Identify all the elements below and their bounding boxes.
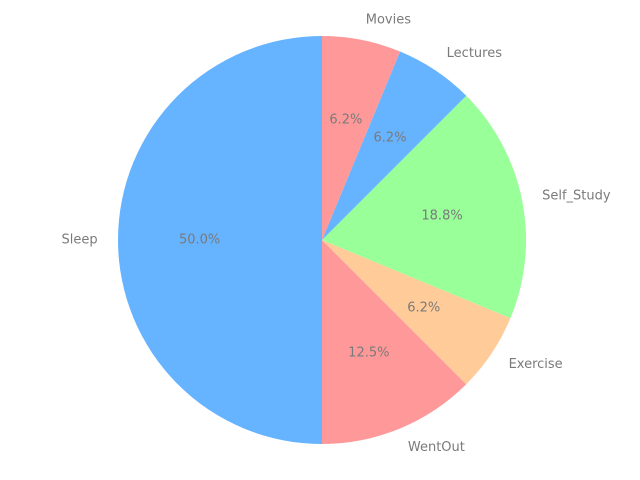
slice-label-self-study: Self_Study: [542, 189, 611, 204]
slice-label-wentout: WentOut: [408, 440, 465, 455]
pie-slice-lectures: [322, 51, 467, 240]
percent-label-sleep: 50.0%: [179, 233, 220, 248]
pie-slice-exercise: [322, 240, 511, 385]
percent-label-movies: 6.2%: [329, 112, 362, 127]
pie-slices: [118, 36, 526, 445]
pie-slice-sleep: [118, 36, 322, 444]
pie-slice-wentout: [322, 240, 467, 445]
pie-slice-self-study: [322, 95, 526, 319]
percent-label-wentout: 12.5%: [348, 346, 389, 361]
slice-label-lectures: Lectures: [447, 46, 503, 61]
pie-labels: Sleep 50.0% WentOut 12.5% Exercise 6.2% Self_S…: [61, 12, 610, 454]
slice-label-sleep: Sleep: [61, 233, 97, 248]
percent-label-exercise: 6.2%: [407, 301, 440, 316]
slice-label-exercise: Exercise: [509, 357, 563, 372]
percent-label-lectures: 6.2%: [373, 131, 406, 146]
percent-label-self-study: 18.8%: [421, 209, 462, 224]
pie-slice-movies: [322, 36, 401, 240]
slice-label-movies: Movies: [366, 12, 411, 27]
